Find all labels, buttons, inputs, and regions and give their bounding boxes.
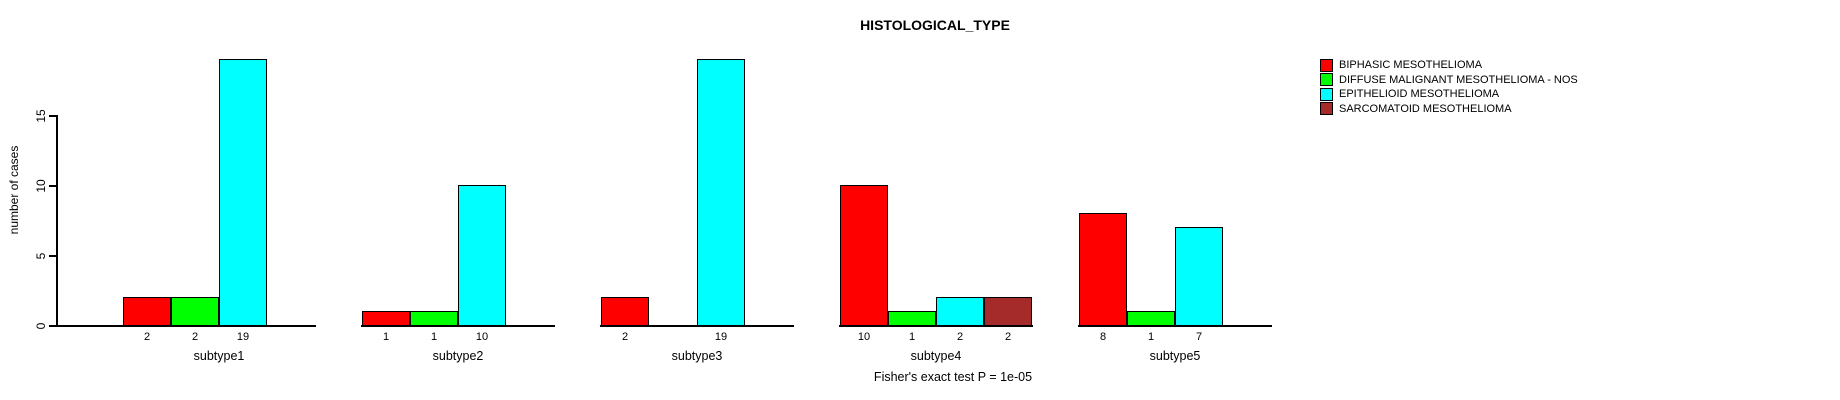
y-tick-label: 15 <box>34 109 48 123</box>
y-tick-mark <box>49 185 57 187</box>
x-axis-segment <box>56 325 316 327</box>
bar-subtype1-series3 <box>219 59 267 326</box>
bar-subtype4-series3 <box>936 297 984 326</box>
bar-value-label: 1 <box>908 331 916 343</box>
fisher-test-annotation: Fisher's exact test P = 1e-05 <box>873 370 1033 384</box>
bar-value-label: 7 <box>1195 331 1203 343</box>
y-tick-label: 5 <box>34 252 48 260</box>
legend-label: EPITHELIOID MESOTHELIOMA <box>1339 88 1500 100</box>
bar-value-label: 2 <box>1004 331 1012 343</box>
x-category-label: subtype2 <box>432 349 484 363</box>
y-tick-label: 10 <box>34 179 48 193</box>
bar-subtype2-series3 <box>458 185 506 326</box>
x-axis-segment <box>1078 325 1272 327</box>
legend-label: SARCOMATOID MESOTHELIOMA <box>1339 102 1512 115</box>
legend-item: EPITHELIOID MESOTHELIOMA <box>1320 87 1578 101</box>
bar-subtype1-series2 <box>171 297 219 326</box>
bar-value-label: 19 <box>714 331 728 343</box>
legend-swatch <box>1320 87 1333 101</box>
bar-value-label: 1 <box>430 331 438 343</box>
bar-value-label: 1 <box>382 331 390 343</box>
legend-label: DIFFUSE MALIGNANT MESOTHELIOMA - NOS <box>1339 73 1578 86</box>
bar-value-label: 19 <box>236 331 250 343</box>
legend-label: BIPHASIC MESOTHELIOMA <box>1339 59 1483 71</box>
bar-value-label: 10 <box>857 331 871 343</box>
bar-subtype4-series1 <box>840 185 888 326</box>
legend-item: BIPHASIC MESOTHELIOMA <box>1320 58 1578 72</box>
x-axis-segment <box>361 325 555 327</box>
bar-subtype3-series1 <box>601 297 649 326</box>
y-axis-label: number of cases <box>7 145 21 235</box>
bar-subtype4-series4 <box>984 297 1032 326</box>
legend-swatch <box>1320 73 1333 86</box>
legend-item: DIFFUSE MALIGNANT MESOTHELIOMA - NOS <box>1320 73 1578 87</box>
bar-value-label: 2 <box>143 331 151 343</box>
x-category-label: subtype5 <box>1149 349 1201 363</box>
chart-title: HISTOLOGICAL_TYPE <box>860 17 1010 33</box>
x-axis-segment <box>600 325 794 327</box>
legend: BIPHASIC MESOTHELIOMA DIFFUSE MALIGNANT M… <box>1320 58 1578 116</box>
x-axis-segment <box>839 325 1033 327</box>
bar-subtype4-series2 <box>888 311 936 326</box>
y-tick-mark <box>49 255 57 257</box>
bar-subtype5-series2 <box>1127 311 1175 326</box>
legend-item: SARCOMATOID MESOTHELIOMA <box>1320 102 1578 116</box>
x-category-label: subtype3 <box>671 349 723 363</box>
x-category-label: subtype1 <box>193 349 245 363</box>
bar-value-label: 1 <box>1147 331 1155 343</box>
y-tick-mark <box>49 325 57 327</box>
bar-subtype1-series1 <box>123 297 171 326</box>
legend-swatch <box>1320 102 1333 115</box>
bar-value-label: 2 <box>621 331 629 343</box>
bar-value-label: 2 <box>191 331 199 343</box>
bar-value-label: 8 <box>1099 331 1107 343</box>
bar-subtype2-series2 <box>410 311 458 326</box>
bar-subtype3-series3 <box>697 59 745 326</box>
legend-swatch <box>1320 58 1333 72</box>
y-axis-line <box>56 115 58 327</box>
bar-subtype5-series1 <box>1079 213 1127 326</box>
y-tick-label: 0 <box>34 322 48 330</box>
x-category-label: subtype4 <box>910 349 962 363</box>
bar-value-label: 10 <box>475 331 489 343</box>
y-tick-mark <box>49 115 57 117</box>
bar-subtype5-series3 <box>1175 227 1223 326</box>
bar-subtype2-series1 <box>362 311 410 326</box>
bar-value-label: 2 <box>956 331 964 343</box>
